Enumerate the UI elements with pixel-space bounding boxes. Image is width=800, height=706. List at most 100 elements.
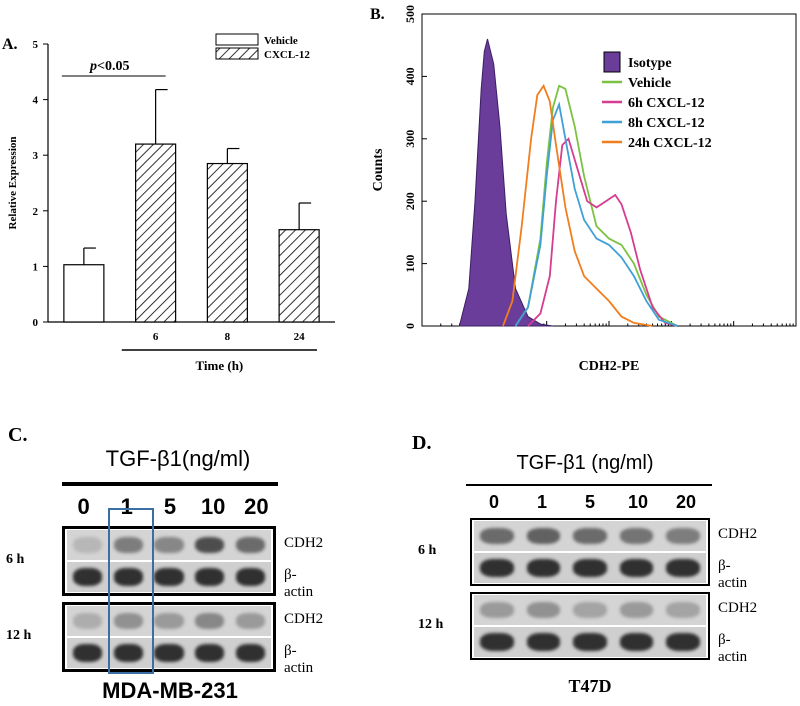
histogram-series-isotype <box>458 38 553 327</box>
panel-c-cell-line: MDA-MB-231 <box>102 678 238 703</box>
y-tick-label: 5 <box>33 39 39 51</box>
panel-d-lane-labels: 0 1 5 10 20 <box>470 492 710 516</box>
actin-band <box>480 633 514 651</box>
actin-band <box>480 559 514 577</box>
cdh2-band <box>154 612 184 630</box>
lane-label: 1 <box>120 494 133 519</box>
actin-band <box>235 644 266 662</box>
cdh2-strip <box>474 595 706 625</box>
bar <box>206 162 248 323</box>
cdh2-label: CDH2 <box>718 526 758 542</box>
panel-a-letter: A. <box>2 36 18 53</box>
cdh2-band <box>195 612 225 630</box>
lane-label: 0 <box>77 494 90 519</box>
actin-band <box>666 559 700 577</box>
bar-chart: 0 1 2 3 4 5 Relative Expression 6 8 24 Time (h) p<0… <box>7 33 335 373</box>
legend-swatch <box>215 47 259 60</box>
cdh2-band <box>573 601 607 619</box>
y-tick-label: 0 <box>403 323 417 329</box>
flow-histogram-chart: 0 100 200 300 400 500 Counts CDH2-PE Isotype Vehi… <box>371 5 797 374</box>
cdh2-band <box>480 527 514 545</box>
bar <box>135 143 177 323</box>
cdh2-band <box>72 536 103 554</box>
panel-c-title: TGF-β1(ng/ml) <box>105 446 251 471</box>
legend-label: Isotype <box>628 56 672 71</box>
cdh2-band <box>666 601 700 619</box>
actin-band <box>72 644 103 662</box>
y-tick-label: 100 <box>403 255 417 273</box>
y-tick-label: 300 <box>403 130 417 148</box>
actin-band <box>154 644 184 662</box>
cdh2-band <box>526 601 561 619</box>
lane-label: 20 <box>675 492 697 512</box>
legend-label: 8h CXCL-12 <box>628 116 705 131</box>
x-tick-label: 8 <box>225 331 231 343</box>
legend-label: Vehicle <box>264 35 298 47</box>
lane-label: 5 <box>584 492 595 512</box>
actin-band <box>195 568 225 586</box>
actin-band <box>72 568 103 586</box>
x-tick-label: 6 <box>153 331 159 343</box>
panel-d-letter: D. <box>412 432 432 454</box>
bar <box>63 264 105 323</box>
cdh2-band <box>480 601 514 619</box>
row-time-label: 12 h <box>418 617 444 632</box>
actin-strip <box>67 562 271 592</box>
legend-label: 24h CXCL-12 <box>628 136 712 151</box>
panel-d-title-rule <box>466 484 712 486</box>
actin-band <box>113 568 143 586</box>
panel-c-lane-labels: 0 1 5 10 20 <box>62 494 278 520</box>
actin-band <box>195 644 225 662</box>
actin-band <box>573 633 607 651</box>
legend-label: CXCL-12 <box>264 49 310 61</box>
row-time-label: 6 h <box>418 543 437 558</box>
actin-label: β-actin <box>284 567 314 600</box>
y-tick-label: 4 <box>33 95 39 107</box>
x-tick-label: 24 <box>294 331 306 343</box>
cdh2-band <box>113 612 143 630</box>
cdh2-band <box>619 527 654 545</box>
cdh2-strip <box>474 521 706 551</box>
cdh2-label: CDH2 <box>718 600 758 616</box>
panel-d-cell-line: T47D <box>568 676 612 696</box>
y-tick-label: 500 <box>403 5 417 23</box>
actin-band <box>619 633 654 651</box>
actin-band <box>235 568 266 586</box>
cdh2-label: CDH2 <box>284 535 324 551</box>
cdh2-strip <box>67 530 271 560</box>
cdh2-label: CDH2 <box>284 611 324 627</box>
cdh2-band <box>235 612 266 630</box>
legend-label: Vehicle <box>628 76 671 91</box>
actin-band <box>154 568 184 586</box>
actin-band <box>573 559 607 577</box>
cdh2-band <box>526 527 561 545</box>
legend-swatch <box>603 51 621 73</box>
cdh2-band <box>619 601 654 619</box>
cdh2-strip <box>67 606 271 636</box>
actin-strip <box>474 553 706 583</box>
y-tick-label: 200 <box>403 192 417 210</box>
cdh2-band <box>72 612 103 630</box>
cdh2-band <box>113 536 143 554</box>
significance-label: p<0.05 <box>89 59 129 74</box>
actin-strip <box>474 627 706 657</box>
y-tick-label: 0 <box>33 317 39 329</box>
panel-c-title-rule <box>62 482 278 486</box>
actin-label: β-actin <box>718 558 748 591</box>
lane-label: 20 <box>244 494 269 519</box>
x-axis-label: CDH2-PE <box>579 359 640 374</box>
row-time-label: 6 h <box>6 552 25 567</box>
actin-band <box>526 559 561 577</box>
y-tick-label: 3 <box>33 150 39 162</box>
actin-band <box>619 559 654 577</box>
y-tick-label: 2 <box>33 206 39 218</box>
y-tick-label: 1 <box>33 261 39 273</box>
cdh2-band <box>666 527 700 545</box>
cdh2-band <box>154 536 184 554</box>
lane-highlight-box <box>108 508 154 674</box>
y-tick-label: 400 <box>403 67 417 85</box>
row-time-label: 12 h <box>6 628 32 643</box>
actin-band <box>666 633 700 651</box>
y-axis-label: Relative Expression <box>7 137 19 230</box>
cdh2-band <box>195 536 225 554</box>
